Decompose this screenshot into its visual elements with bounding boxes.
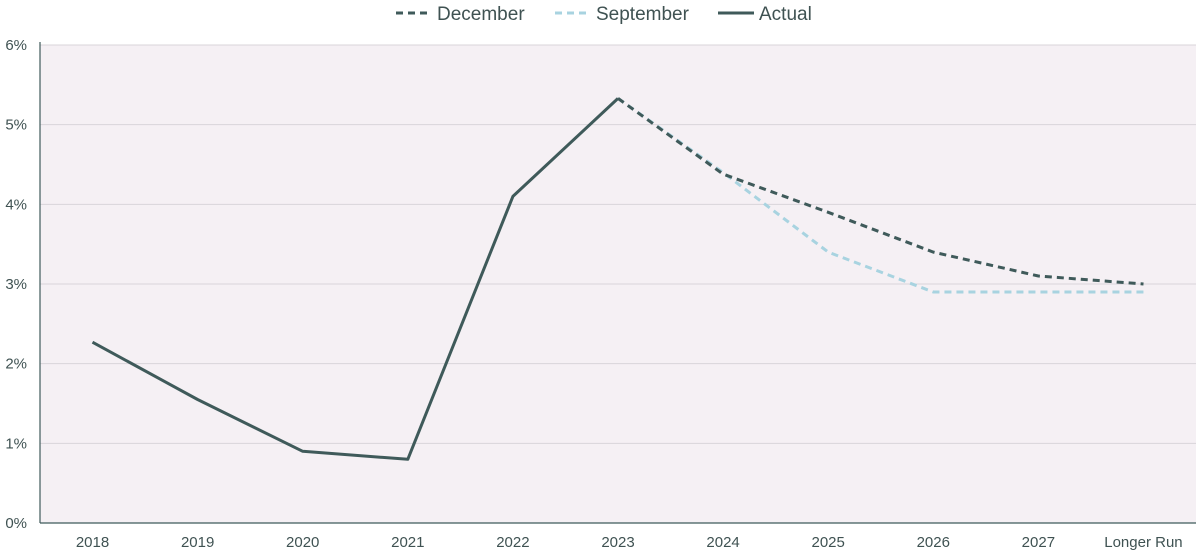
x-tick-label: 2018 xyxy=(76,534,109,551)
series-lines xyxy=(91,97,1144,461)
x-tick-label: 2020 xyxy=(286,534,319,551)
y-tick-label: 6% xyxy=(5,37,27,54)
y-tick-label: 3% xyxy=(5,276,27,293)
y-tick-label: 4% xyxy=(5,196,27,213)
y-tick-label: 1% xyxy=(5,435,27,452)
x-tick-label: 2021 xyxy=(391,534,424,551)
series-line-september xyxy=(617,97,1144,294)
y-tick-label: 2% xyxy=(5,356,27,373)
x-tick-label: 2019 xyxy=(181,534,214,551)
gridlines xyxy=(40,44,1196,444)
axes xyxy=(39,42,1196,524)
x-tick-label: Longer Run xyxy=(1104,534,1182,551)
series-line-actual xyxy=(91,97,620,461)
y-tick-label: 0% xyxy=(5,515,27,532)
y-axis-ticks: 0% 1% 2% 3% 4% 5% 6% xyxy=(5,37,27,532)
x-tick-label: 2024 xyxy=(706,534,739,551)
y-tick-label: 5% xyxy=(5,117,27,134)
x-axis-ticks: 2018 2019 2020 2021 2022 2023 2024 2025 2026 2027… xyxy=(76,534,1183,551)
x-tick-label: 2026 xyxy=(917,534,950,551)
x-tick-label: 2025 xyxy=(811,534,844,551)
x-tick-label: 2022 xyxy=(496,534,529,551)
x-tick-label: 2027 xyxy=(1022,534,1055,551)
legend-label-september: September xyxy=(596,4,690,25)
legend-label-december: December xyxy=(437,4,525,25)
x-tick-label: 2023 xyxy=(601,534,634,551)
legend: December September Actual xyxy=(396,4,812,25)
legend-label-actual: Actual xyxy=(759,4,812,25)
